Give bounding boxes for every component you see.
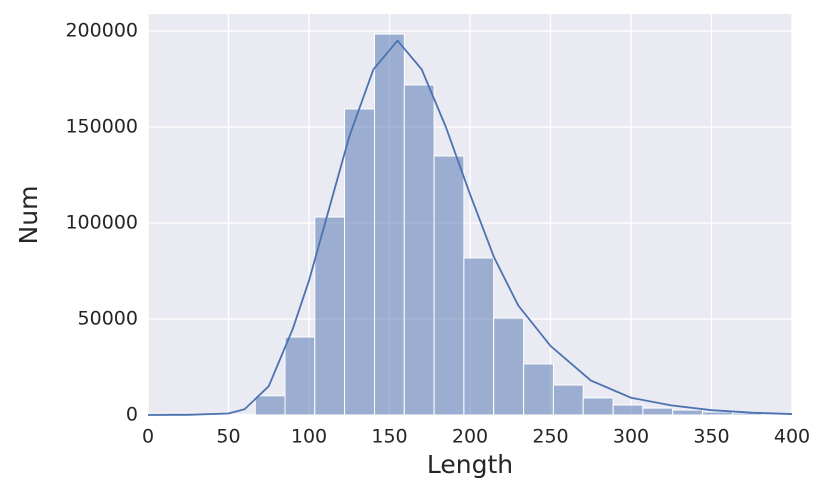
bar	[403, 84, 435, 416]
y-tick-label: 100000	[65, 211, 138, 233]
bar	[254, 395, 286, 416]
x-tick-label: 300	[613, 426, 649, 448]
y-tick-label: 0	[126, 404, 138, 426]
y-axis-label: Num	[14, 186, 43, 245]
bar	[224, 413, 256, 416]
x-tick-label: 250	[532, 426, 568, 448]
kde-line	[147, 39, 793, 416]
y-tick-label: 200000	[65, 19, 138, 41]
x-tick-label: 200	[452, 426, 488, 448]
bar	[582, 397, 614, 416]
bar	[463, 257, 495, 416]
bar	[701, 411, 733, 416]
x-tick-label: 150	[371, 426, 407, 448]
bar	[523, 363, 554, 416]
x-tick-label: 50	[216, 426, 240, 448]
bar	[552, 384, 584, 416]
bar	[284, 336, 316, 416]
x-tick-label: 400	[774, 426, 810, 448]
x-tick-label: 350	[693, 426, 729, 448]
bar	[493, 317, 525, 416]
bar	[344, 108, 376, 416]
y-tick-label: 50000	[78, 307, 138, 329]
bar	[433, 155, 465, 416]
bar	[374, 33, 405, 416]
y-tick-label: 150000	[65, 115, 138, 137]
bar	[642, 407, 674, 416]
bar	[612, 404, 644, 416]
bar	[672, 409, 703, 416]
x-axis-label: Length	[427, 450, 513, 479]
bar	[314, 216, 346, 416]
x-tick-label: 100	[291, 426, 327, 448]
x-tick-label: 0	[142, 426, 154, 448]
